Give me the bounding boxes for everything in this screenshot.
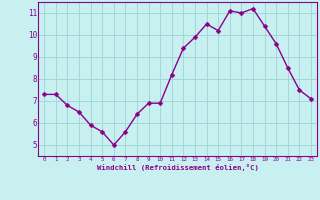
X-axis label: Windchill (Refroidissement éolien,°C): Windchill (Refroidissement éolien,°C) xyxy=(97,164,259,171)
